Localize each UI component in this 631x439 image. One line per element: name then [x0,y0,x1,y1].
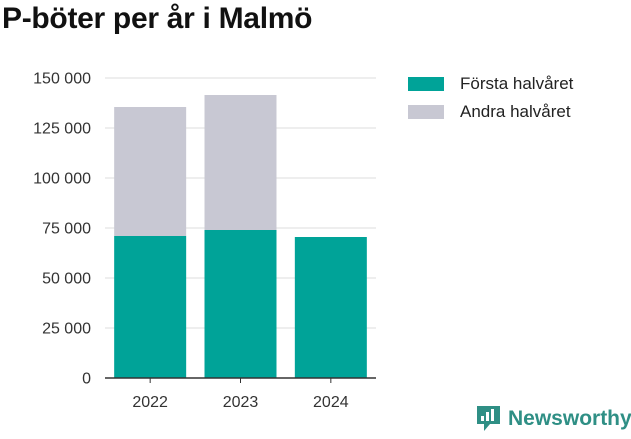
y-tick-label: 75 000 [42,221,91,238]
y-tick-label: 0 [82,371,91,388]
axes: 0 25 000 50 000 75 000 100 000 125 000 150 000… [33,71,376,411]
bar-segment [114,107,187,236]
bars [114,95,367,378]
legend-label: Andra halvåret [460,102,571,121]
newsworthy-logo-icon [477,406,500,431]
x-tick-label: 2023 [223,394,259,411]
legend-swatch [408,77,444,91]
y-tick-label: 50 000 [42,271,91,288]
y-tick-label: 100 000 [33,171,91,188]
bar-segment [204,230,277,378]
x-tick-label: 2024 [313,394,349,411]
y-tick-label: 150 000 [33,71,91,88]
legend-item: Andra halvåret [408,98,573,126]
brand-name: Newsworthy [508,406,631,430]
y-tick-label: 25 000 [42,321,91,338]
y-tick-label: 125 000 [33,121,91,138]
bar-segment [294,237,367,378]
bar-segment [114,236,187,378]
chart-title: P-böter per år i Malmö [2,2,313,35]
legend-label: Första halvåret [460,74,574,93]
x-tick-label: 2022 [132,394,168,411]
legend: Första halvåret Andra halvåret [408,70,573,126]
legend-item: Första halvåret [408,70,573,98]
bar-segment [204,95,277,230]
legend-swatch [408,105,444,119]
newsworthy-logo: Newsworthy [476,405,631,432]
